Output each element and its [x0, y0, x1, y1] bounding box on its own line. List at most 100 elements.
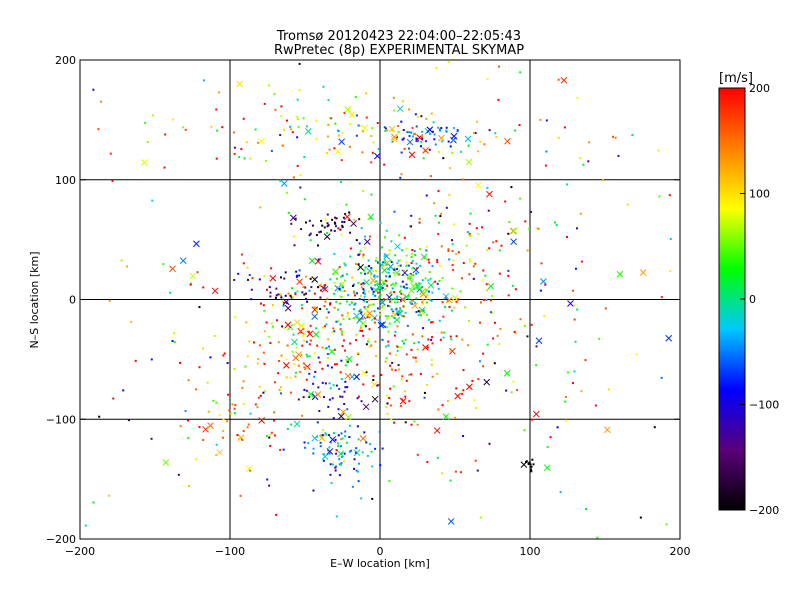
- scatter-point: [172, 118, 175, 121]
- scatter-point: [453, 416, 456, 419]
- scatter-point: [427, 290, 430, 293]
- scatter-point: [325, 323, 328, 326]
- scatter-point: [410, 348, 413, 351]
- scatter-point: [385, 229, 388, 232]
- scatter-point: [382, 261, 385, 264]
- scatter-point: [364, 308, 367, 311]
- scatter-point: [390, 291, 393, 294]
- scatter-point: [329, 473, 332, 476]
- scatter-point: [405, 283, 408, 286]
- scatter-cross-point: [348, 111, 356, 118]
- scatter-point: [439, 264, 442, 267]
- scatter-point: [493, 321, 496, 324]
- scatter-point: [122, 389, 125, 392]
- scatter-point: [343, 403, 346, 406]
- scatter-point: [449, 479, 452, 482]
- scatter-cross-point: [280, 180, 288, 187]
- chart-subtitle: RwPretec (8p) EXPERIMENTAL SKYMAP: [274, 43, 524, 58]
- scatter-point: [370, 193, 373, 196]
- scatter-point: [305, 292, 308, 295]
- scatter-point: [415, 272, 418, 275]
- scatter-point: [319, 445, 322, 448]
- scatter-point: [319, 307, 322, 310]
- scatter-point: [390, 308, 393, 311]
- scatter-point: [531, 458, 534, 461]
- scatter-point: [448, 258, 451, 261]
- scatter-point: [274, 296, 277, 299]
- scatter-point: [324, 284, 327, 287]
- scatter-point: [418, 217, 421, 220]
- scatter-cross-point: [363, 238, 371, 246]
- scatter-point: [257, 141, 260, 144]
- scatter-point: [250, 298, 253, 301]
- scatter-point: [360, 283, 363, 286]
- scatter-point: [401, 249, 404, 252]
- scatter-point: [306, 355, 309, 358]
- scatter-point: [511, 284, 514, 287]
- scatter-point: [357, 253, 360, 256]
- scatter-point: [360, 272, 363, 275]
- scatter-point: [363, 300, 366, 303]
- scatter-point: [321, 367, 324, 370]
- scatter-point: [354, 451, 357, 454]
- scatter-cross-point: [560, 76, 568, 84]
- scatter-point: [393, 301, 396, 304]
- scatter-point: [526, 249, 529, 252]
- scatter-point: [207, 426, 210, 429]
- scatter-point: [507, 232, 510, 235]
- scatter-point: [281, 300, 284, 303]
- scatter-point: [343, 289, 346, 292]
- scatter-point: [355, 114, 358, 117]
- scatter-point: [295, 275, 298, 278]
- scatter-point: [445, 126, 448, 129]
- scatter-point: [394, 330, 397, 333]
- scatter-point: [384, 130, 387, 133]
- scatter-point: [319, 283, 322, 286]
- scatter-point: [451, 151, 454, 154]
- scatter-point: [268, 436, 271, 439]
- scatter-point: [607, 388, 610, 391]
- scatter-point: [344, 430, 347, 433]
- scatter-point: [428, 271, 431, 274]
- scatter-point: [306, 300, 309, 303]
- scatter-point: [386, 413, 389, 416]
- scatter-point: [341, 282, 344, 285]
- scatter-point: [424, 277, 427, 280]
- scatter-point: [246, 426, 249, 429]
- scatter-point: [285, 376, 288, 379]
- scatter-point: [399, 405, 402, 408]
- scatter-point: [492, 337, 495, 340]
- scatter-point: [263, 310, 266, 313]
- scatter-point: [215, 157, 218, 160]
- scatter-point: [351, 276, 354, 279]
- scatter-point: [291, 350, 294, 353]
- scatter-point: [299, 186, 302, 189]
- scatter-point: [359, 326, 362, 329]
- scatter-point: [507, 294, 510, 297]
- scatter-point: [301, 307, 304, 310]
- scatter-point: [418, 221, 421, 224]
- scatter-point: [559, 491, 562, 494]
- scatter-point: [233, 278, 236, 281]
- scatter-point: [532, 463, 535, 466]
- scatter-point: [437, 287, 440, 290]
- scatter-point: [366, 316, 369, 319]
- scatter-point: [361, 151, 364, 154]
- scatter-point: [579, 212, 582, 215]
- scatter-point: [368, 345, 371, 348]
- scatter-point: [409, 301, 412, 304]
- scatter-point: [375, 269, 378, 272]
- scatter-point: [468, 222, 471, 225]
- scatter-point: [359, 249, 362, 252]
- scatter-point: [273, 411, 276, 414]
- scatter-point: [178, 361, 181, 364]
- scatter-point: [354, 302, 357, 305]
- scatter-cross-point: [401, 269, 409, 277]
- scatter-point: [488, 247, 491, 250]
- scatter-point: [392, 312, 395, 315]
- scatter-point: [437, 190, 440, 193]
- scatter-point: [510, 186, 513, 189]
- scatter-point: [565, 419, 568, 422]
- scatter-point: [296, 164, 299, 167]
- scatter-point: [365, 116, 368, 119]
